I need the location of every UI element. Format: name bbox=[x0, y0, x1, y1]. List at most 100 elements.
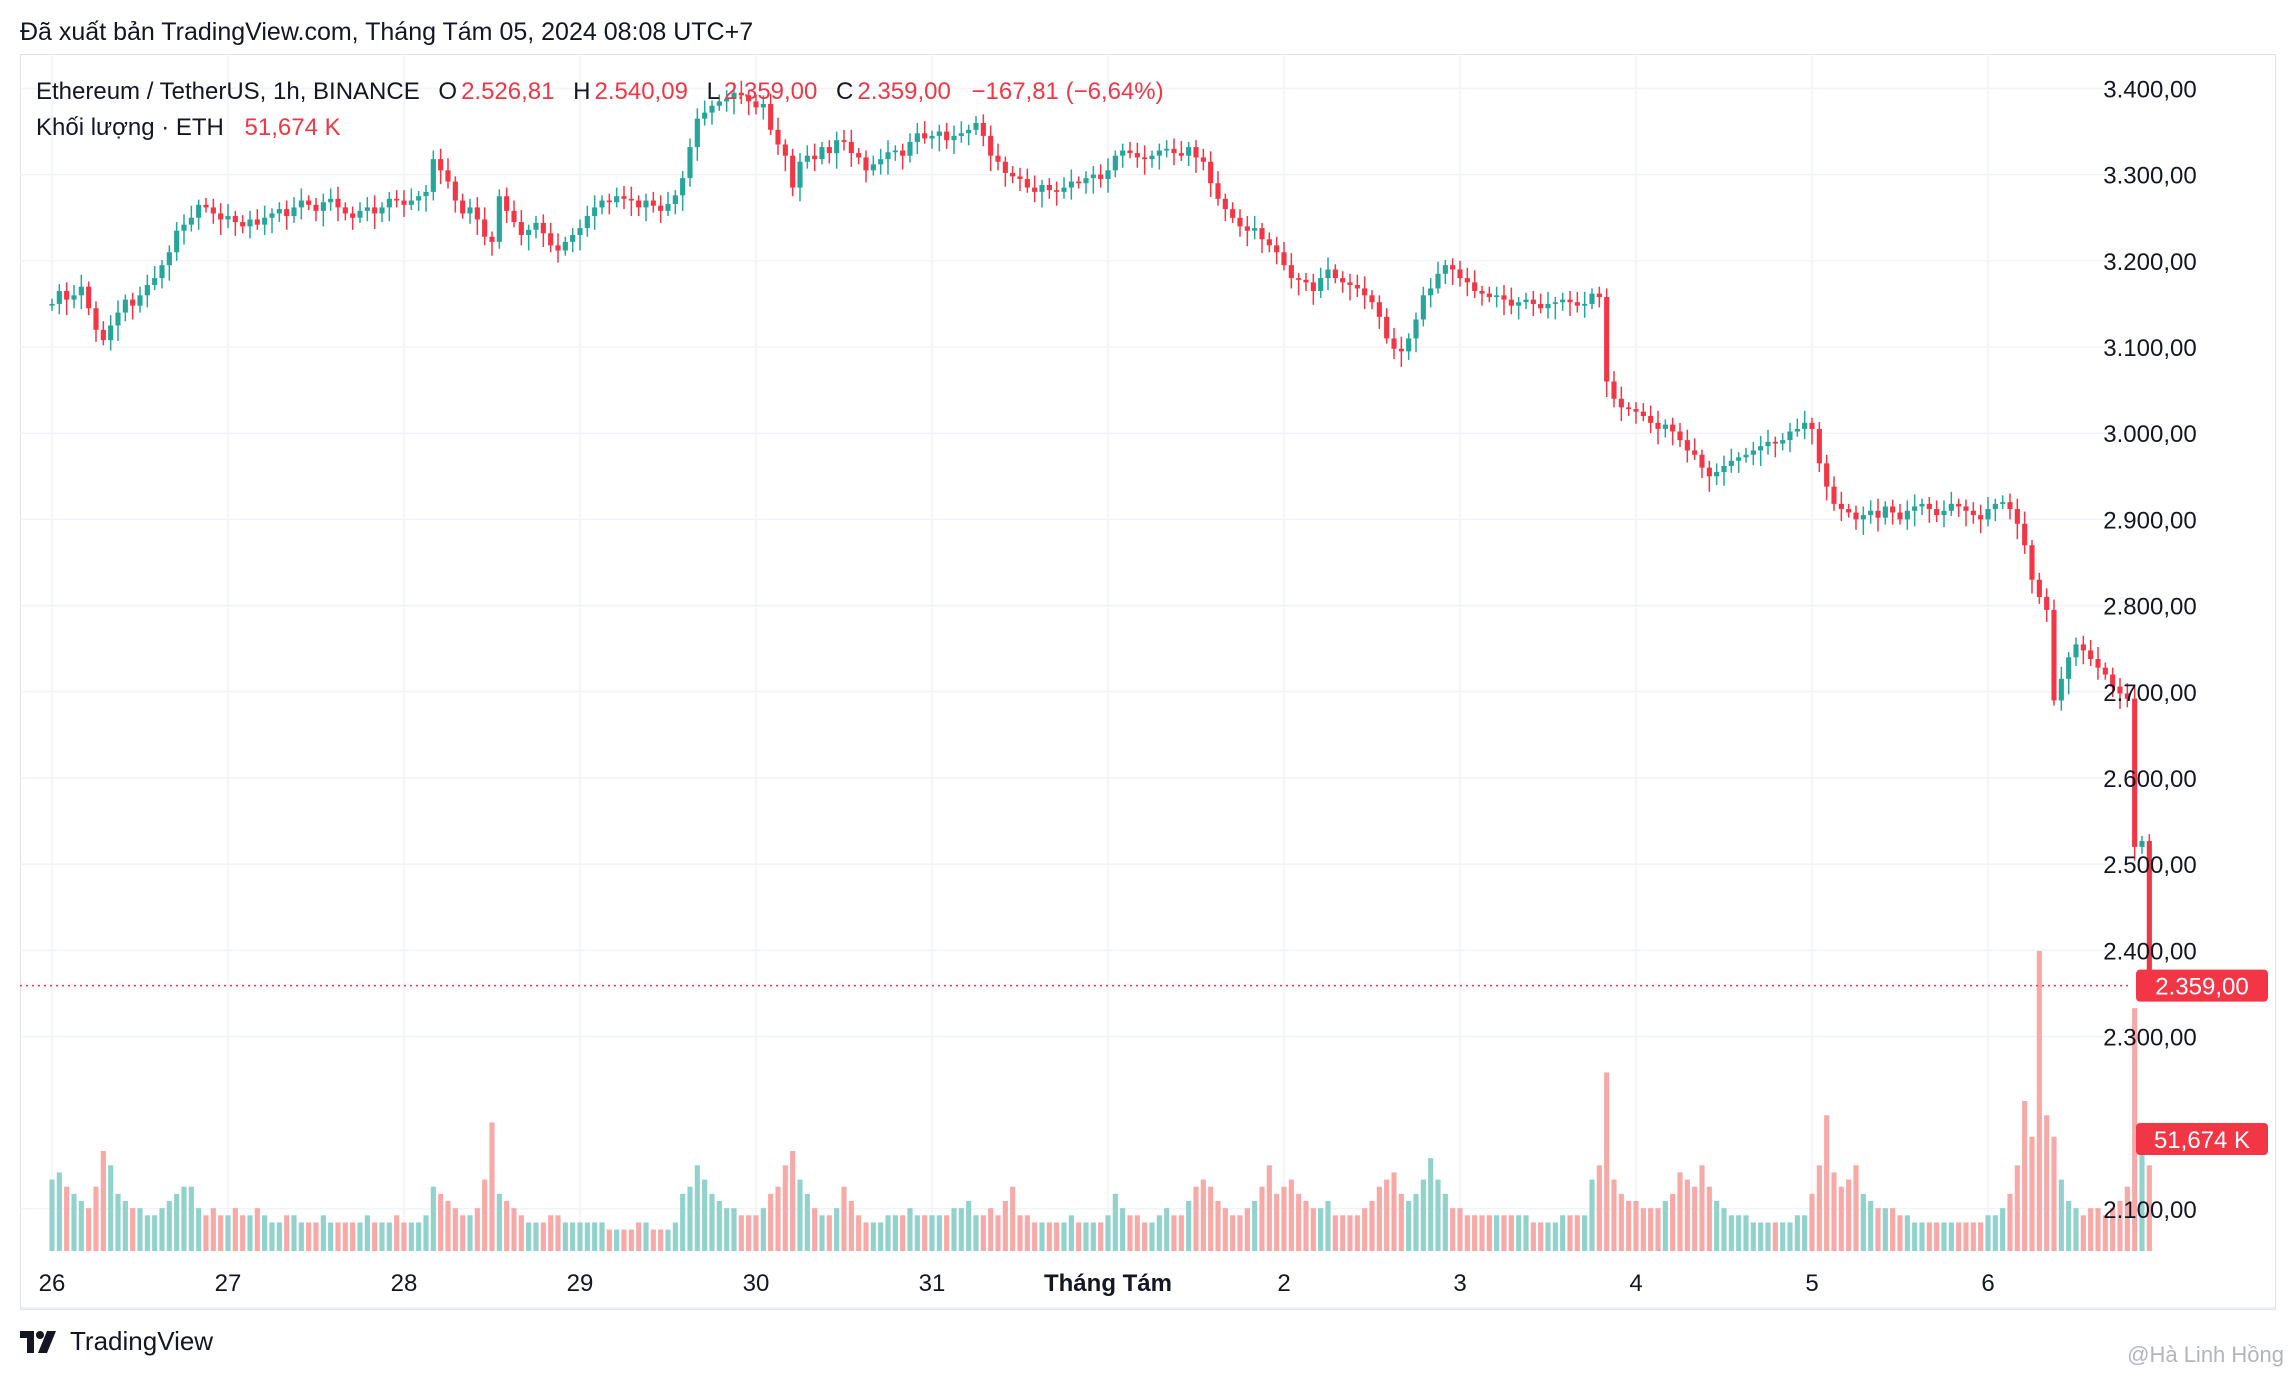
volume-bar bbox=[1508, 1215, 1514, 1251]
candle-body bbox=[1252, 228, 1258, 231]
volume-bar bbox=[166, 1201, 172, 1251]
volume-bar bbox=[1193, 1186, 1199, 1251]
volume-bar bbox=[1266, 1165, 1272, 1251]
candle-body bbox=[1090, 174, 1096, 179]
volume-bar bbox=[342, 1222, 348, 1251]
candle-body bbox=[1384, 316, 1390, 339]
volume-bar bbox=[1618, 1193, 1624, 1251]
candle-body bbox=[423, 191, 429, 197]
volume-bar bbox=[958, 1208, 964, 1251]
legend-change: −167,81 (−6,64%) bbox=[971, 78, 1164, 105]
candle-body bbox=[980, 122, 986, 136]
candle-body bbox=[1633, 409, 1639, 412]
candle-body bbox=[1494, 295, 1500, 298]
volume-bar bbox=[1626, 1201, 1632, 1251]
volume-bar bbox=[834, 1208, 840, 1251]
volume-bar bbox=[438, 1193, 444, 1251]
candle-body bbox=[782, 144, 788, 156]
volume-bar bbox=[738, 1215, 744, 1251]
volume-bar bbox=[1714, 1201, 1720, 1251]
volume-bar bbox=[357, 1222, 363, 1251]
volume-bar bbox=[1912, 1222, 1918, 1251]
volume-bar bbox=[1684, 1179, 1690, 1251]
candle-body bbox=[1472, 282, 1478, 292]
volume-bar bbox=[1765, 1222, 1771, 1251]
candle-body bbox=[702, 112, 708, 119]
candle-body bbox=[1039, 185, 1045, 192]
volume-bar bbox=[1530, 1222, 1536, 1251]
volume-bar bbox=[1721, 1208, 1727, 1251]
candle-body bbox=[775, 129, 781, 145]
volume-bar bbox=[592, 1222, 598, 1251]
candle-body bbox=[1303, 279, 1309, 283]
volume-bar bbox=[1919, 1222, 1925, 1251]
candle-body bbox=[2110, 674, 2116, 687]
candle-body bbox=[694, 118, 700, 148]
candle-body bbox=[1582, 303, 1588, 306]
candle-body bbox=[1288, 265, 1294, 279]
volume-bar bbox=[2051, 1136, 2057, 1251]
candle-body bbox=[526, 229, 532, 235]
candle-body bbox=[1428, 288, 1434, 296]
legend-row-ohlc: Ethereum / TetherUS, 1h, BINANCE O 2.526,… bbox=[36, 74, 1168, 110]
candle-body bbox=[1486, 293, 1492, 298]
volume-bar bbox=[2014, 1165, 2020, 1251]
candle-body bbox=[1010, 172, 1016, 177]
volume-bar bbox=[467, 1215, 473, 1251]
volume-bar bbox=[1992, 1215, 1998, 1251]
volume-bar bbox=[1794, 1215, 1800, 1251]
candle-body bbox=[548, 233, 554, 246]
volume-bar bbox=[1156, 1215, 1162, 1251]
volume-bar bbox=[1824, 1115, 1830, 1251]
volume-bar bbox=[1662, 1201, 1668, 1251]
volume-bar bbox=[1948, 1222, 1954, 1251]
volume-bar bbox=[782, 1165, 788, 1251]
candle-body bbox=[357, 210, 363, 218]
candle-body bbox=[1882, 506, 1888, 518]
candle-body bbox=[1714, 472, 1720, 477]
candle-body bbox=[1948, 503, 1954, 511]
volume-bar bbox=[1281, 1186, 1287, 1251]
candle-body bbox=[562, 241, 568, 251]
volume-bar bbox=[1479, 1215, 1485, 1251]
last-price-label: 2.359,00 bbox=[2155, 974, 2248, 1001]
candle-body bbox=[870, 164, 876, 171]
candle-body bbox=[1538, 303, 1544, 309]
volume-bar bbox=[2088, 1208, 2094, 1251]
volume-bar bbox=[1442, 1193, 1448, 1251]
chart-frame[interactable] bbox=[20, 54, 2276, 1310]
candle-body bbox=[1677, 431, 1683, 441]
candle-body bbox=[1611, 381, 1617, 399]
time-tick-label: 3 bbox=[1453, 1270, 1466, 1297]
volume-bar bbox=[540, 1222, 546, 1251]
volume-bar bbox=[1670, 1193, 1676, 1251]
candle-body bbox=[1332, 269, 1338, 279]
volume-bar bbox=[1391, 1172, 1397, 1251]
volume-bar bbox=[86, 1208, 92, 1251]
volume-bar bbox=[196, 1208, 202, 1251]
volume-bar bbox=[2073, 1208, 2079, 1251]
volume-bar bbox=[1039, 1222, 1045, 1251]
volume-bar bbox=[1516, 1215, 1522, 1251]
volume-bar bbox=[56, 1172, 62, 1251]
time-axis[interactable]: 26 27 28 29 30 31 Tháng Tám 2 3 4 5 6 bbox=[20, 1270, 2276, 1309]
volume-bar bbox=[1435, 1179, 1441, 1251]
candle-body bbox=[203, 204, 209, 208]
candle-body bbox=[1970, 510, 1976, 516]
price-tick-label: 3.100,00 bbox=[2103, 335, 2196, 362]
legend-symbol[interactable]: Ethereum / TetherUS, 1h, BINANCE bbox=[36, 78, 420, 105]
legend-volume-label[interactable]: Khối lượng · ETH bbox=[36, 114, 224, 141]
volume-bar bbox=[1428, 1158, 1434, 1251]
volume-bar bbox=[1853, 1165, 1859, 1251]
volume-bar bbox=[1574, 1215, 1580, 1251]
candle-body bbox=[1230, 209, 1236, 218]
price-axis[interactable]: 3.400,00 3.300,00 3.200,00 3.100,00 3.000,00… bbox=[2103, 76, 2196, 1223]
volume-bar bbox=[2007, 1193, 2013, 1251]
candle-body bbox=[570, 234, 576, 242]
price-tick-label: 3.300,00 bbox=[2103, 163, 2196, 190]
footer-brand[interactable]: TradingView bbox=[20, 1326, 213, 1357]
candle-body bbox=[254, 219, 260, 225]
volume-bar bbox=[526, 1222, 532, 1251]
volume-bar bbox=[2000, 1208, 2006, 1251]
